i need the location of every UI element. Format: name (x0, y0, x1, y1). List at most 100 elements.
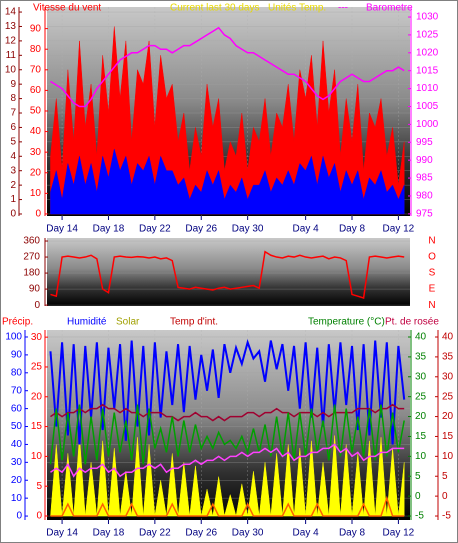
x-tick-label: Day 18 (93, 224, 125, 235)
y-tick-label: 25 (415, 391, 427, 402)
x-tick-label: Day 22 (139, 528, 171, 539)
plot-background (47, 238, 410, 306)
legend-entry: Pt. de rosée (385, 317, 439, 328)
y-tick-label: 0 (415, 491, 421, 502)
y-tick-label: 50 (30, 106, 42, 117)
y-tick-label: 270 (23, 252, 40, 263)
y-tick-label: 20 (31, 391, 43, 402)
y-tick-label: 60 (11, 403, 23, 414)
y-tick-label: 1020 (416, 47, 439, 58)
x-tick-label: Day 14 (46, 224, 78, 235)
x-tick-label: Day 30 (232, 528, 264, 539)
y-tick-label: 1025 (416, 30, 439, 41)
y-tick-label: 80 (11, 367, 23, 378)
y-tick-label: 9 (10, 79, 16, 90)
y-tick-label: 10 (31, 451, 43, 462)
legend-entry: Temperature (°C) (308, 317, 385, 328)
y-tick-label: 985 (416, 173, 433, 184)
y-tick-label: 90 (30, 23, 42, 34)
x-tick-label: Day 8 (339, 528, 366, 539)
y-tick-label: 0 (16, 511, 22, 522)
y-tick-label: 15 (442, 431, 454, 442)
x-tick-label: Day 4 (293, 528, 320, 539)
x-tick-label: Day 14 (46, 528, 78, 539)
compass-label: N (428, 300, 435, 311)
y-tick-label: 20 (30, 167, 42, 178)
y-tick-label: 980 (416, 191, 433, 202)
header-note: Current last 30 days (170, 3, 260, 14)
compass-label: E (429, 284, 436, 295)
compass-label: S (429, 268, 436, 279)
y-tick-label: 360 (23, 236, 40, 247)
y-tick-label: 990 (416, 155, 433, 166)
y-tick-label: 975 (416, 208, 433, 219)
y-tick-label: 15 (31, 421, 43, 432)
compass-label: N (428, 236, 435, 247)
x-tick-label: Day 4 (293, 224, 320, 235)
y-tick-label: 3 (10, 165, 16, 176)
y-tick-label: 2 (10, 180, 16, 191)
y-tick-label: 0 (442, 491, 448, 502)
y-tick-label: 1005 (416, 101, 439, 112)
y-tick-label: 90 (29, 284, 41, 295)
line (50, 443, 405, 478)
y-tick-label: 0 (36, 511, 42, 522)
y-tick-label: 10 (415, 451, 427, 462)
y-tick-label: 1000 (416, 119, 439, 130)
y-tick-label: 25 (31, 362, 43, 373)
y-tick-label: 70 (11, 385, 23, 396)
y-tick-label: 0 (35, 209, 41, 220)
y-tick-label: 7 (10, 108, 16, 119)
y-tick-label: 4 (10, 151, 16, 162)
x-tick-label: Day 26 (185, 224, 217, 235)
y-tick-label: 1030 (416, 12, 439, 23)
y-tick-label: 1010 (416, 83, 439, 94)
area (50, 149, 405, 215)
y-tick-label: 20 (415, 411, 427, 422)
y-tick-label: 8 (10, 93, 16, 104)
y-tick-label: 30 (11, 457, 23, 468)
line (50, 495, 405, 517)
y-tick-label: 90 (11, 350, 23, 361)
y-tick-label: 40 (415, 332, 427, 343)
header-note: --- (338, 3, 348, 14)
y-tick-label: 6 (10, 122, 16, 133)
y-tick-label: 180 (23, 268, 40, 279)
x-tick-label: Day 18 (93, 528, 125, 539)
area (50, 435, 405, 517)
y-tick-label: 14 (5, 7, 17, 18)
y-tick-label: 100 (5, 332, 22, 343)
y-tick-label: 35 (442, 352, 454, 363)
y-tick-label: 40 (442, 332, 454, 343)
y-tick-label: 10 (5, 64, 17, 75)
y-tick-label: 15 (415, 431, 427, 442)
legend-entry: Solar (116, 317, 140, 328)
x-tick-label: Day 22 (139, 224, 171, 235)
y-tick-label: 10 (442, 451, 454, 462)
y-tick-label: 80 (30, 44, 42, 55)
y-tick-label: 11 (6, 50, 17, 61)
y-tick-label: 40 (11, 439, 23, 450)
y-tick-label: 5 (36, 481, 42, 492)
y-tick-label: 25 (442, 391, 454, 402)
y-tick-label: -5 (415, 511, 424, 522)
legend-entry: Humidité (67, 317, 107, 328)
y-tick-label: 1015 (416, 65, 439, 76)
y-tick-label: 5 (442, 471, 448, 482)
x-tick-label: Day 26 (185, 528, 217, 539)
y-tick-label: 10 (30, 188, 42, 199)
x-tick-label: Day 8 (339, 224, 366, 235)
y-tick-label: 0 (34, 300, 40, 311)
header-note: Unités Temp. (268, 3, 326, 14)
line (50, 250, 405, 299)
y-tick-label: 12 (5, 36, 17, 47)
y-tick-label: 30 (442, 371, 454, 382)
x-tick-label: Day 12 (383, 224, 415, 235)
y-tick-label: 20 (442, 411, 454, 422)
y-tick-label: 995 (416, 137, 433, 148)
y-tick-label: -5 (442, 511, 451, 522)
legend-entry: Précip. (2, 317, 33, 328)
y-tick-label: 5 (10, 137, 16, 148)
legend-entry: Temp d'int. (170, 317, 218, 328)
y-tick-label: 30 (31, 332, 43, 343)
